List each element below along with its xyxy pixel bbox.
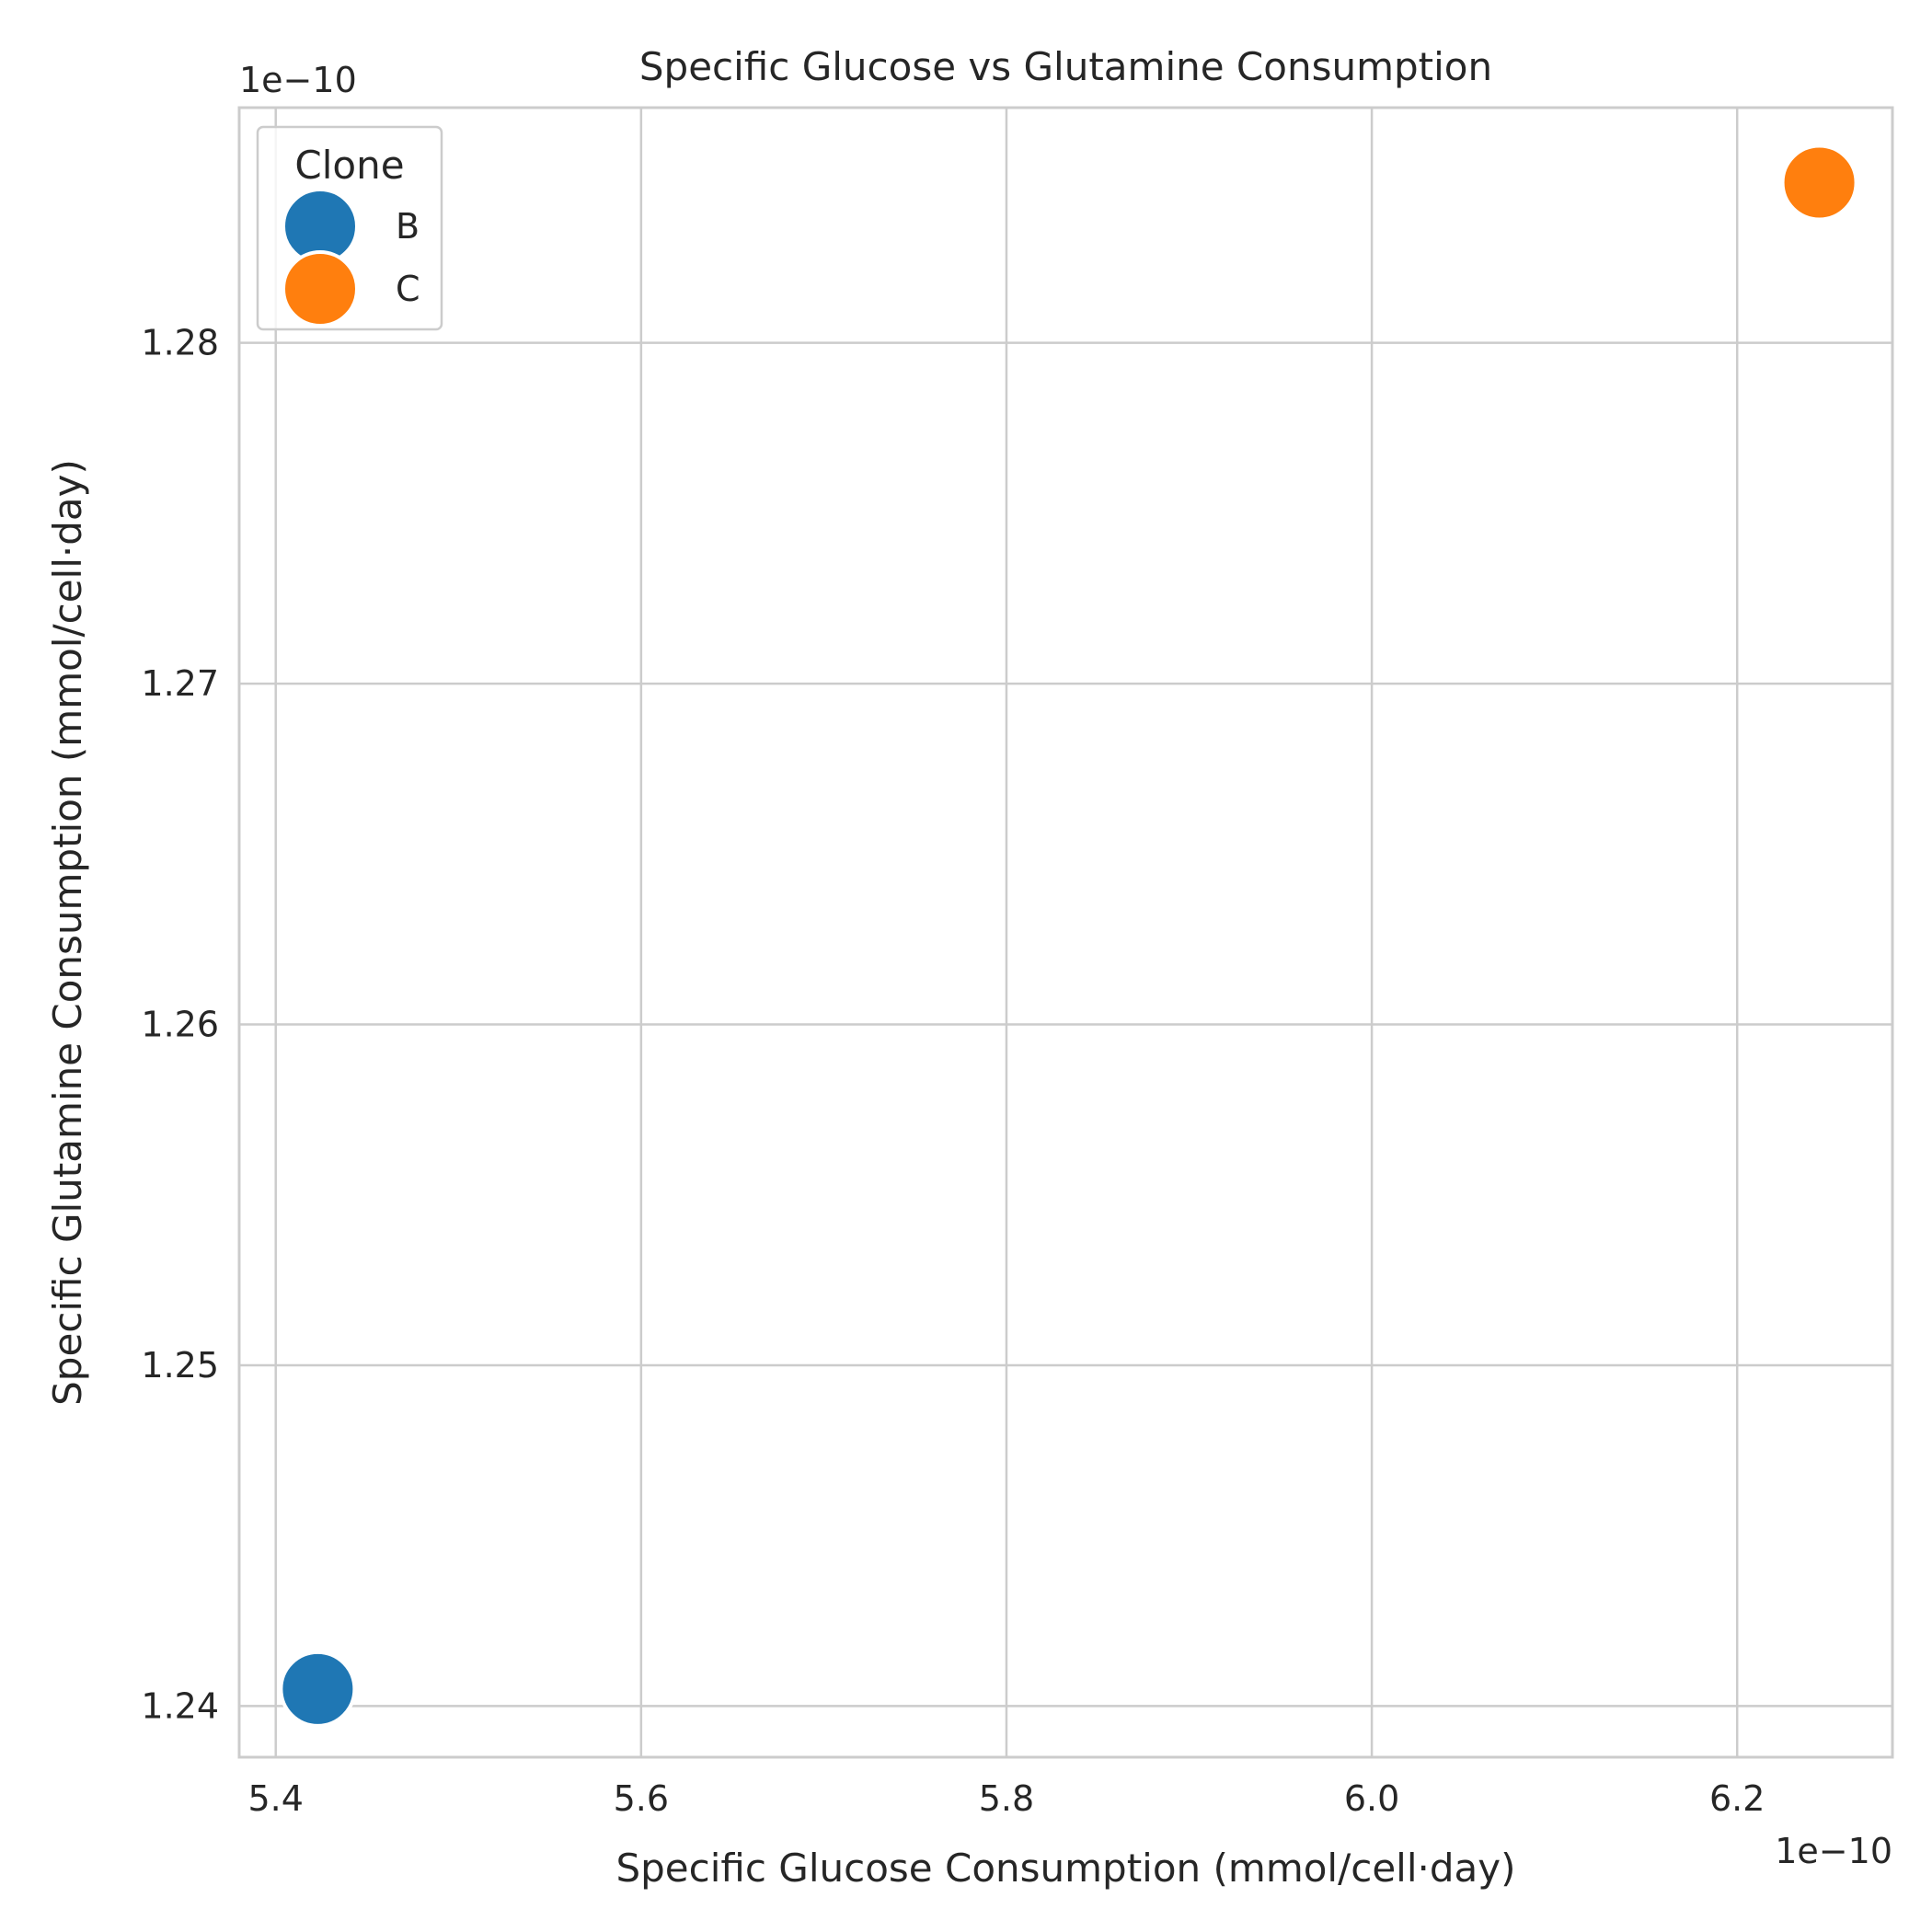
plot-area [239,108,1892,1757]
data-point-B [279,1650,357,1728]
data-point-C [1780,144,1858,222]
y-axis-offset-label: 1e−10 [239,60,357,100]
x-axis-label: Specific Glucose Consumption (mmol/cell·… [615,1846,1515,1891]
x-tick-label: 5.6 [614,1778,669,1819]
legend-items: BC [282,188,420,328]
plot-frame [237,106,1894,1759]
y-axis-label: Specific Glutamine Consumption (mmol/cel… [45,459,90,1406]
grid-lines [239,108,1892,1757]
x-axis-offset-label: 1e−10 [1775,1831,1892,1871]
data-points [279,144,1858,1728]
legend-title: Clone [294,143,404,188]
x-tick-label: 6.0 [1344,1778,1399,1819]
chart-title: Specific Glucose vs Glutamine Consumptio… [639,44,1492,89]
x-tick-label: 5.4 [247,1778,303,1819]
y-tick-label: 1.26 [141,1005,219,1045]
legend-marker-C [282,250,359,328]
y-tick-label: 1.24 [141,1685,219,1726]
legend-label-C: C [396,269,420,309]
legend-label-B: B [396,206,420,247]
y-tick-label: 1.28 [141,323,219,363]
y-tick-labels: 1.24 1.25 1.26 1.27 1.28 [141,323,219,1727]
legend: Clone BC [256,125,443,331]
x-tick-labels: 5.4 5.6 5.8 6.0 6.2 [247,1778,1765,1819]
y-tick-label: 1.25 [141,1345,219,1386]
x-tick-label: 5.8 [979,1778,1034,1819]
y-tick-label: 1.27 [141,663,219,704]
x-tick-label: 6.2 [1709,1778,1765,1819]
